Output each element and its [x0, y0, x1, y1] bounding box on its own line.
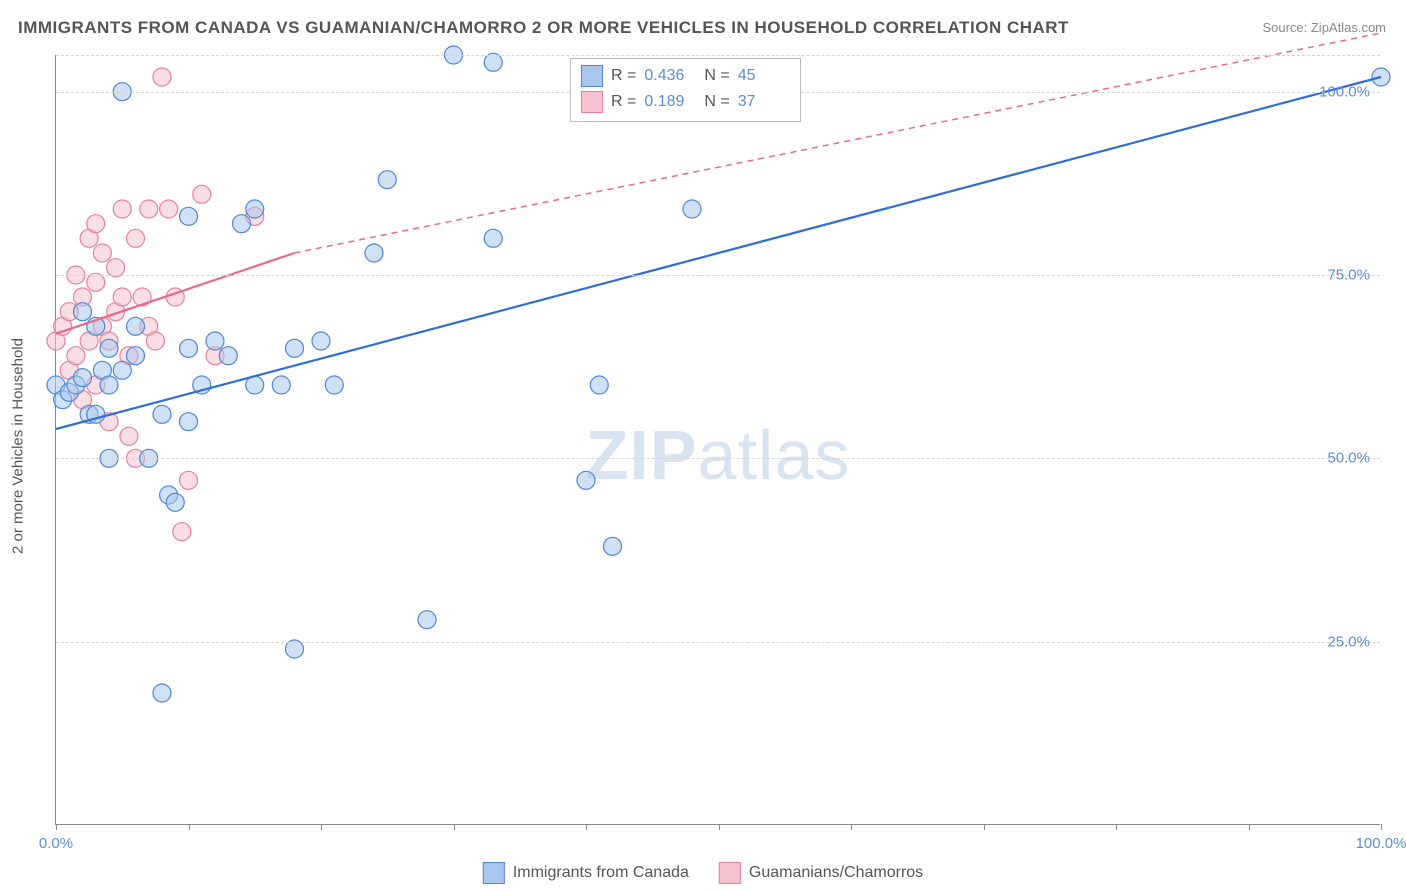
- data-point: [418, 611, 436, 629]
- x-tick: [321, 824, 322, 830]
- n-label: N =: [704, 67, 729, 85]
- data-point: [180, 471, 198, 489]
- data-point: [153, 684, 171, 702]
- data-point: [577, 471, 595, 489]
- data-point: [107, 259, 125, 277]
- data-point: [590, 376, 608, 394]
- x-tick: [984, 824, 985, 830]
- trend-line: [56, 253, 295, 334]
- data-point: [683, 200, 701, 218]
- gridline: [56, 642, 1380, 643]
- n-value-0: 45: [738, 67, 790, 85]
- x-tick-label: 0.0%: [39, 835, 73, 852]
- n-value-1: 37: [738, 93, 790, 111]
- data-point: [246, 200, 264, 218]
- data-point: [286, 339, 304, 357]
- bottom-legend-label-1: Guamanians/Chamorros: [749, 864, 923, 882]
- data-point: [146, 332, 164, 350]
- data-point: [312, 332, 330, 350]
- bottom-legend: Immigrants from Canada Guamanians/Chamor…: [483, 862, 923, 884]
- data-point: [113, 200, 131, 218]
- data-point: [140, 200, 158, 218]
- x-tick: [1381, 824, 1382, 830]
- gridline: [56, 458, 1380, 459]
- data-point: [233, 215, 251, 233]
- y-axis-label: 2 or more Vehicles in Household: [10, 338, 27, 554]
- source-label: Source: ZipAtlas.com: [1262, 20, 1386, 35]
- data-point: [180, 339, 198, 357]
- r-label: R =: [611, 67, 636, 85]
- gridline: [56, 55, 1380, 56]
- data-point: [153, 68, 171, 86]
- data-point: [219, 347, 237, 365]
- x-tick: [1116, 824, 1117, 830]
- data-point: [153, 405, 171, 423]
- data-point: [127, 229, 145, 247]
- data-point: [206, 332, 224, 350]
- data-point: [180, 207, 198, 225]
- x-tick: [851, 824, 852, 830]
- data-point: [113, 288, 131, 306]
- data-point: [120, 427, 138, 445]
- data-point: [166, 493, 184, 511]
- swatch-series-0: [581, 65, 603, 87]
- data-point: [365, 244, 383, 262]
- data-point: [160, 200, 178, 218]
- data-point: [173, 523, 191, 541]
- data-point: [74, 369, 92, 387]
- trend-line: [56, 77, 1381, 429]
- x-tick-label: 100.0%: [1356, 835, 1406, 852]
- x-tick: [189, 824, 190, 830]
- data-point: [286, 640, 304, 658]
- chart-title: IMMIGRANTS FROM CANADA VS GUAMANIAN/CHAM…: [18, 18, 1069, 38]
- data-point: [193, 185, 211, 203]
- legend-row-series-1: R = 0.189 N = 37: [581, 89, 790, 115]
- bottom-swatch-1: [719, 862, 741, 884]
- data-point: [604, 537, 622, 555]
- r-value-1: 0.189: [644, 93, 696, 111]
- y-tick-label: 100.0%: [1319, 83, 1370, 100]
- x-tick: [586, 824, 587, 830]
- bottom-legend-label-0: Immigrants from Canada: [513, 864, 689, 882]
- correlation-legend: R = 0.436 N = 45 R = 0.189 N = 37: [570, 58, 801, 122]
- data-point: [180, 413, 198, 431]
- r-label: R =: [611, 93, 636, 111]
- x-tick: [56, 824, 57, 830]
- y-tick-label: 25.0%: [1327, 633, 1370, 650]
- r-value-0: 0.436: [644, 67, 696, 85]
- data-point: [484, 229, 502, 247]
- plot-area: ZIPatlas 25.0%50.0%75.0%100.0%0.0%100.0%: [55, 55, 1380, 825]
- data-point: [127, 347, 145, 365]
- n-label: N =: [704, 93, 729, 111]
- data-point: [87, 215, 105, 233]
- data-point: [67, 347, 85, 365]
- data-point: [87, 273, 105, 291]
- plot-svg: [56, 55, 1380, 824]
- x-tick: [1249, 824, 1250, 830]
- bottom-legend-item-0: Immigrants from Canada: [483, 862, 689, 884]
- data-point: [113, 361, 131, 379]
- gridline: [56, 275, 1380, 276]
- legend-row-series-0: R = 0.436 N = 45: [581, 63, 790, 89]
- data-point: [127, 317, 145, 335]
- x-tick: [719, 824, 720, 830]
- x-tick: [454, 824, 455, 830]
- data-point: [325, 376, 343, 394]
- bottom-legend-item-1: Guamanians/Chamorros: [719, 862, 923, 884]
- swatch-series-1: [581, 91, 603, 113]
- data-point: [272, 376, 290, 394]
- y-tick-label: 75.0%: [1327, 267, 1370, 284]
- trend-line-dashed: [295, 33, 1382, 253]
- data-point: [100, 376, 118, 394]
- data-point: [74, 303, 92, 321]
- bottom-swatch-0: [483, 862, 505, 884]
- y-tick-label: 50.0%: [1327, 450, 1370, 467]
- data-point: [378, 171, 396, 189]
- data-point: [100, 339, 118, 357]
- data-point: [93, 244, 111, 262]
- data-point: [484, 53, 502, 71]
